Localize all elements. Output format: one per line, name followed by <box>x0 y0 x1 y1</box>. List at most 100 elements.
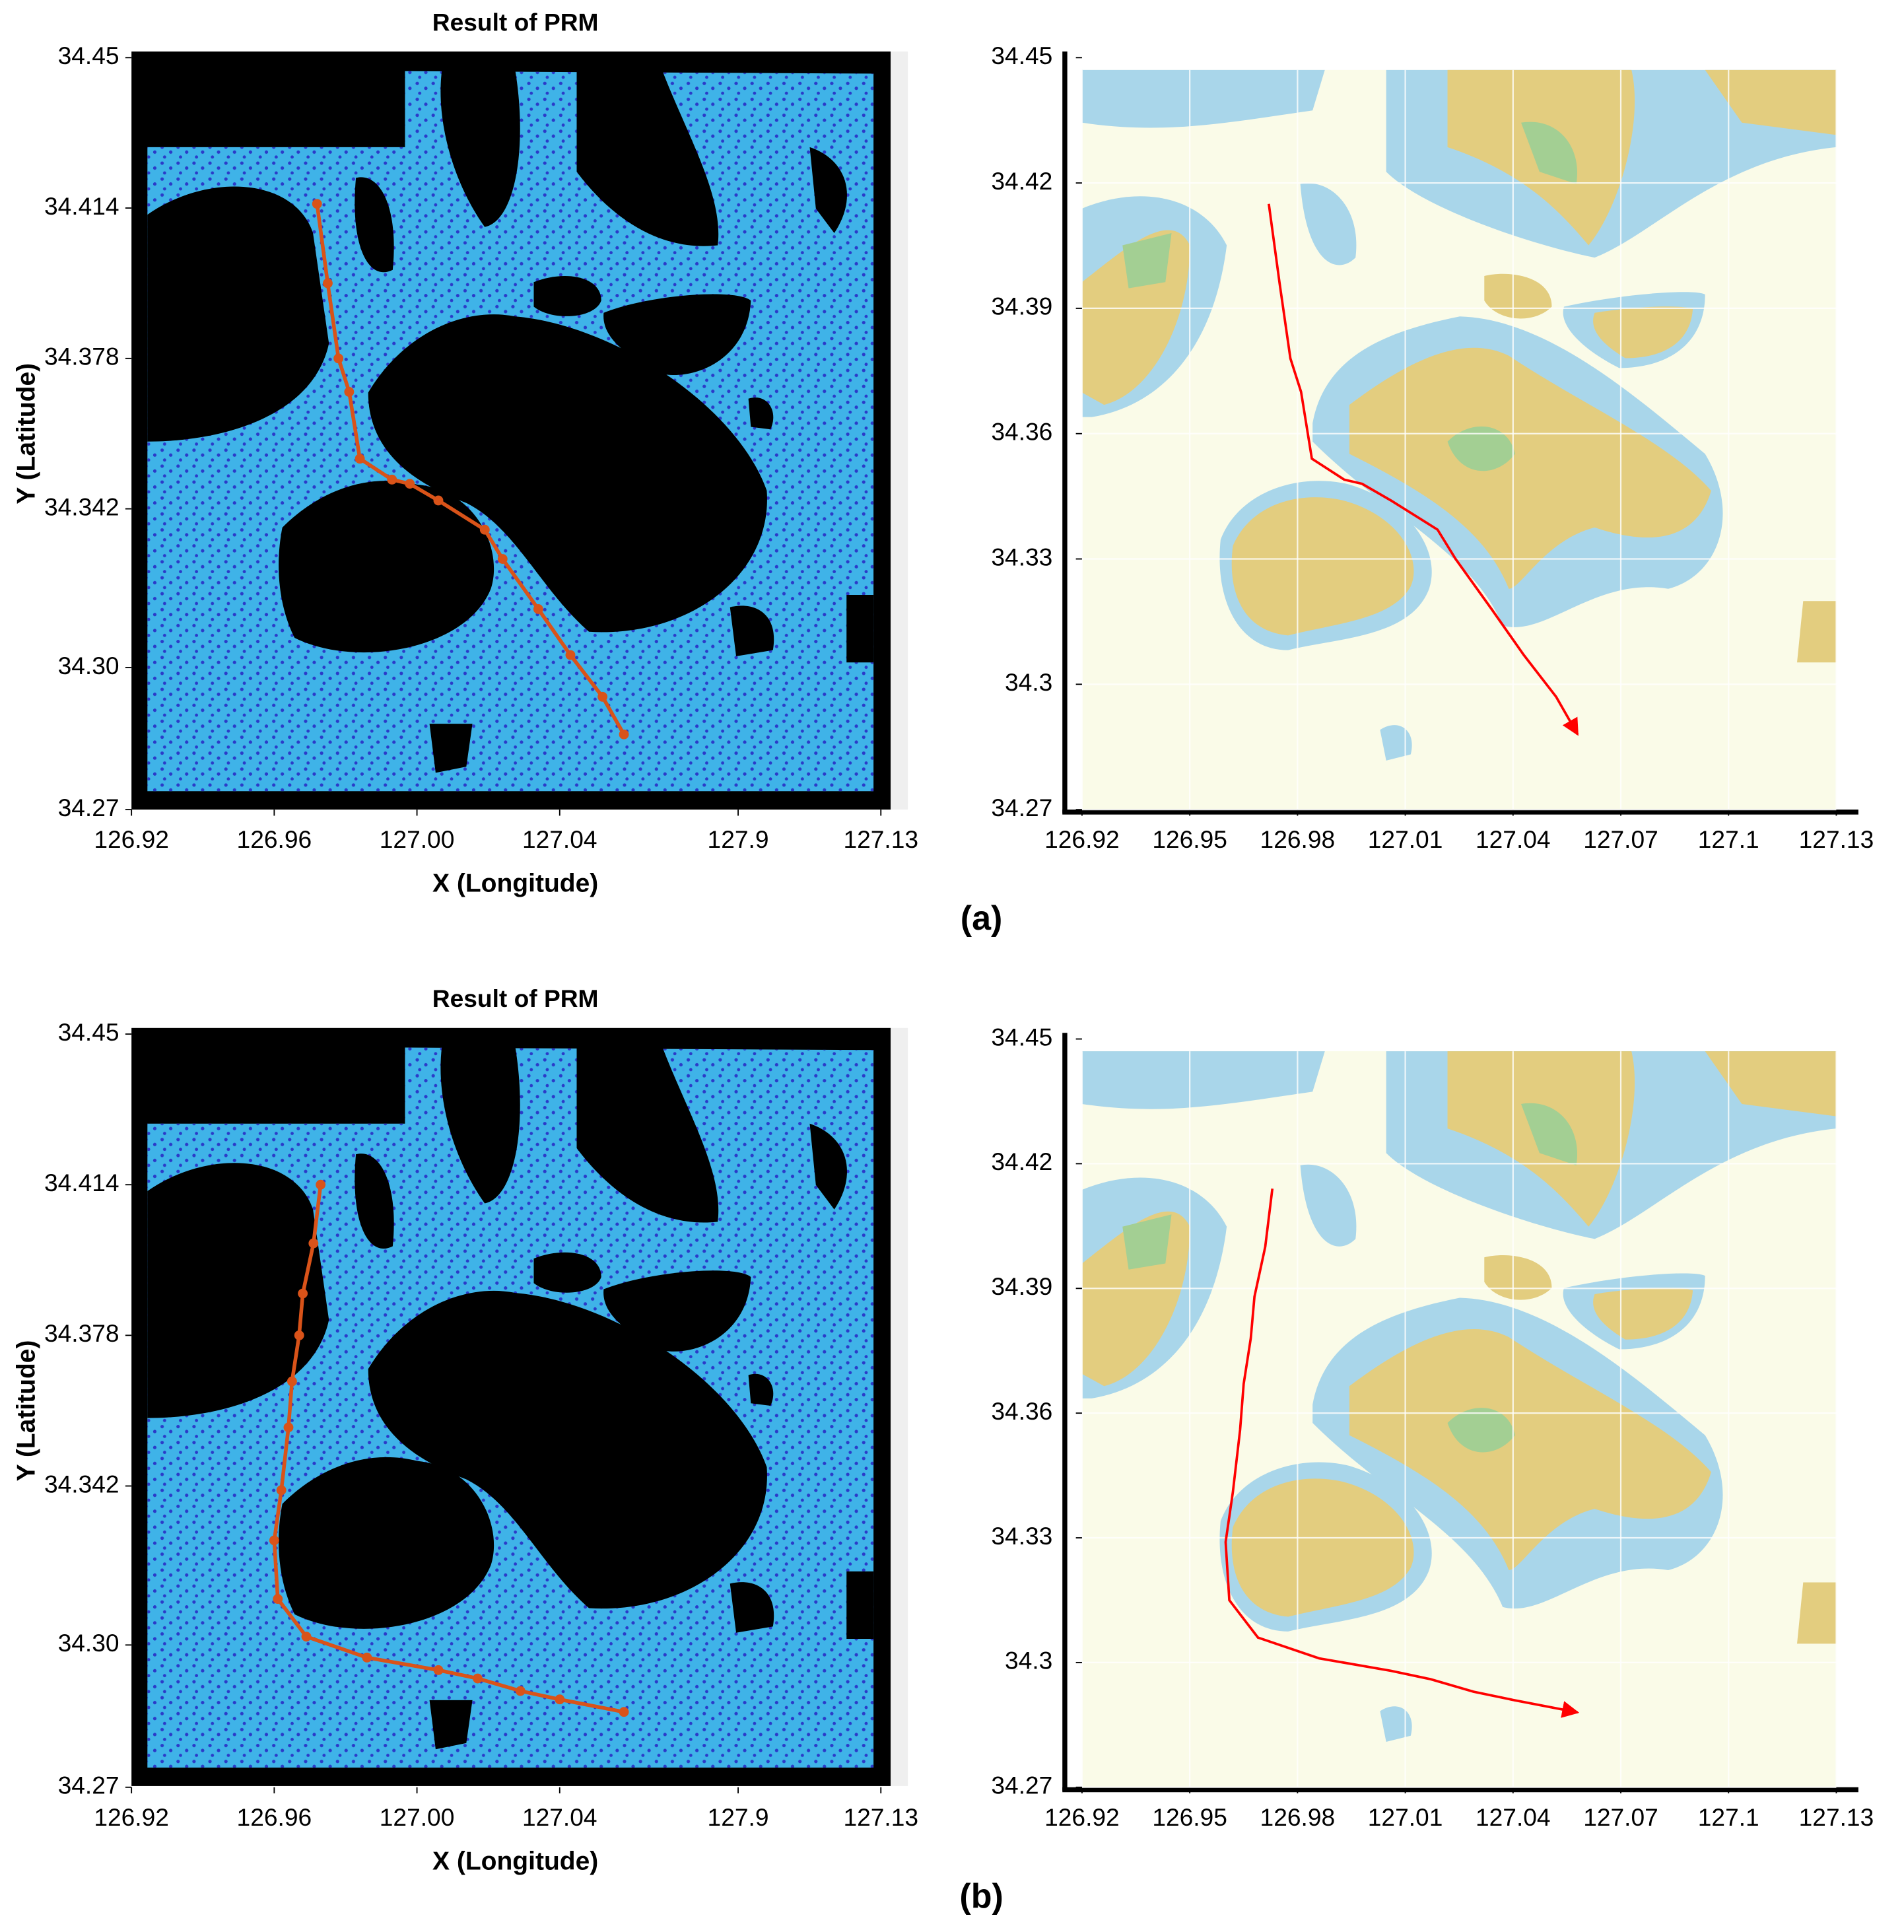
y-tick-label: 34.45 <box>58 1018 119 1046</box>
x-tick-label: 127.01 <box>1368 825 1443 853</box>
x-tick-label: 126.92 <box>1044 1803 1120 1831</box>
x-tick-label: 126.96 <box>237 1803 312 1831</box>
route-point <box>316 1179 326 1190</box>
x-tick-label: 126.95 <box>1152 825 1227 853</box>
y-axis-label: Y (Latitude) <box>12 1340 40 1482</box>
x-tick-label: 127.04 <box>1476 825 1551 853</box>
y-tick-label: 34.39 <box>991 1272 1052 1300</box>
y-tick-label: 34.3 <box>1005 1647 1052 1674</box>
route-line <box>1268 203 1579 736</box>
y-tick-label: 34.45 <box>991 1023 1052 1051</box>
y-tick-label: 34.342 <box>44 1470 119 1498</box>
prm-map-background <box>131 52 908 810</box>
x-tick-label: 127.1 <box>1698 825 1759 853</box>
x-tick-label: 127.13 <box>1799 825 1874 853</box>
y-tick-label: 34.27 <box>991 794 1052 821</box>
y-tick-label: 34.414 <box>44 192 119 220</box>
x-tick-label: 127.04 <box>522 825 597 853</box>
route-point <box>294 1330 304 1340</box>
x-tick-label: 126.92 <box>94 825 169 853</box>
route-point <box>323 278 333 289</box>
route-point <box>273 1594 283 1604</box>
route-point <box>362 1652 372 1663</box>
y-tick-label: 34.378 <box>44 1319 119 1347</box>
route-point <box>479 524 490 535</box>
route-line <box>1224 1188 1580 1718</box>
x-tick-label: 127.07 <box>1583 1803 1658 1831</box>
x-axis-label: X (Longitude) <box>432 1847 598 1875</box>
route-point <box>333 353 344 364</box>
y-tick-label: 34.39 <box>991 293 1052 320</box>
y-tick-label: 34.3 <box>1005 668 1052 696</box>
route-point <box>433 495 444 506</box>
route-point <box>301 1632 312 1642</box>
route-point <box>433 1665 444 1675</box>
route-point <box>515 1686 526 1696</box>
x-tick-label: 126.92 <box>1044 825 1120 853</box>
chart-map-background <box>1081 1051 1837 1791</box>
route-point <box>298 1288 308 1299</box>
route-line <box>272 1184 625 1714</box>
y-tick-label: 34.36 <box>991 418 1052 446</box>
route-point <box>533 604 543 614</box>
x-tick-label: 127.13 <box>843 1803 918 1831</box>
y-axis-label: Y (Latitude) <box>12 363 40 504</box>
route-point <box>555 1694 565 1705</box>
panel-label: (a) <box>961 899 1003 938</box>
route-point <box>355 454 365 464</box>
x-tick-label: 126.95 <box>1152 1803 1227 1831</box>
chart-title: Result of PRM <box>432 984 599 1012</box>
y-tick-label: 34.33 <box>991 543 1052 570</box>
x-tick-label: 127.04 <box>1476 1803 1551 1831</box>
x-tick-label: 127.07 <box>1583 825 1658 853</box>
y-tick-label: 34.33 <box>991 1522 1052 1550</box>
x-tick-label: 127.13 <box>843 825 918 853</box>
route-point <box>276 1485 287 1496</box>
x-tick-label: 127.1 <box>1698 1803 1759 1831</box>
route-point <box>619 729 629 740</box>
y-tick-label: 34.30 <box>58 1629 119 1657</box>
y-tick-label: 34.30 <box>58 652 119 679</box>
route-point <box>497 554 508 564</box>
y-tick-label: 34.27 <box>991 1772 1052 1799</box>
y-tick-label: 34.342 <box>44 493 119 520</box>
y-tick-label: 34.45 <box>991 42 1052 69</box>
y-tick-label: 34.378 <box>44 343 119 370</box>
panel-label: (b) <box>959 1877 1003 1915</box>
x-tick-label: 127.00 <box>380 1803 455 1831</box>
x-tick-label: 126.98 <box>1260 825 1336 853</box>
y-tick-label: 34.45 <box>58 42 119 69</box>
route-point <box>619 1707 629 1717</box>
route-line <box>315 203 626 736</box>
y-tick-label: 34.36 <box>991 1397 1052 1425</box>
route-point <box>287 1376 297 1387</box>
y-tick-label: 34.414 <box>44 1169 119 1196</box>
y-tick-label: 34.42 <box>991 1148 1052 1175</box>
chart-map-background <box>1081 69 1837 810</box>
route-point <box>312 199 322 209</box>
route-point <box>387 474 397 485</box>
y-tick-label: 34.42 <box>991 167 1052 195</box>
route-point <box>565 650 576 660</box>
x-axis-label: X (Longitude) <box>432 870 598 898</box>
x-tick-label: 127.01 <box>1368 1803 1443 1831</box>
x-tick-label: 127.13 <box>1799 1803 1874 1831</box>
route-point <box>344 387 355 397</box>
route-point <box>283 1422 294 1433</box>
prm-map-background <box>131 1027 908 1786</box>
x-tick-label: 127.00 <box>380 825 455 853</box>
chart-title: Result of PRM <box>432 8 599 36</box>
route-point <box>405 479 415 489</box>
y-tick-label: 34.27 <box>58 794 119 821</box>
x-tick-label: 127.9 <box>708 1803 769 1831</box>
y-tick-label: 34.27 <box>58 1772 119 1799</box>
x-tick-label: 126.98 <box>1260 1803 1336 1831</box>
x-tick-label: 126.92 <box>94 1803 169 1831</box>
route-point <box>473 1673 483 1684</box>
x-tick-label: 126.96 <box>237 825 312 853</box>
x-tick-label: 127.04 <box>522 1803 597 1831</box>
x-tick-label: 127.9 <box>708 825 769 853</box>
route-point <box>597 691 608 702</box>
